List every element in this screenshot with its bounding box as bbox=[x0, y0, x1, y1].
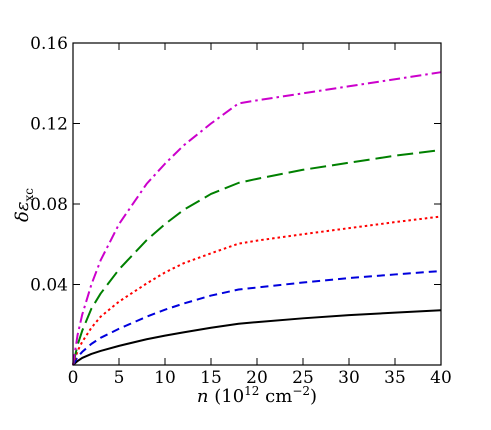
x-tick-label: 15 bbox=[200, 368, 222, 388]
x-tick-label: 40 bbox=[430, 368, 452, 388]
plot-frame bbox=[72, 42, 442, 366]
series-line-5 bbox=[72, 71, 442, 366]
series-line-2 bbox=[72, 270, 442, 366]
y-axis-label: δεxc bbox=[12, 188, 36, 222]
x-tick-label: 20 bbox=[246, 368, 268, 388]
x-tick-label: 25 bbox=[292, 368, 314, 388]
y-tick-label: 0.08 bbox=[30, 195, 68, 215]
y-tick-label: 0.04 bbox=[30, 276, 68, 296]
x-tick-label: 30 bbox=[338, 368, 360, 388]
x-axis-label: n (1012 cm−2) bbox=[197, 384, 317, 407]
series-line-1 bbox=[72, 309, 442, 366]
x-tick-label: 5 bbox=[114, 368, 125, 388]
series-line-4 bbox=[72, 149, 442, 366]
tick-layer: 0 5 10 15 20 25 30 35 40 0.04 0.08 0.12 0.16 bbox=[30, 34, 452, 388]
y-tick-label: 0.16 bbox=[30, 34, 68, 54]
y-tick-label: 0.12 bbox=[30, 115, 68, 135]
x-tick-label: 35 bbox=[384, 368, 406, 388]
series-layer bbox=[72, 71, 442, 366]
x-tick-label: 0 bbox=[68, 368, 79, 388]
series-line-3 bbox=[72, 215, 442, 366]
x-tick-label: 10 bbox=[154, 368, 176, 388]
